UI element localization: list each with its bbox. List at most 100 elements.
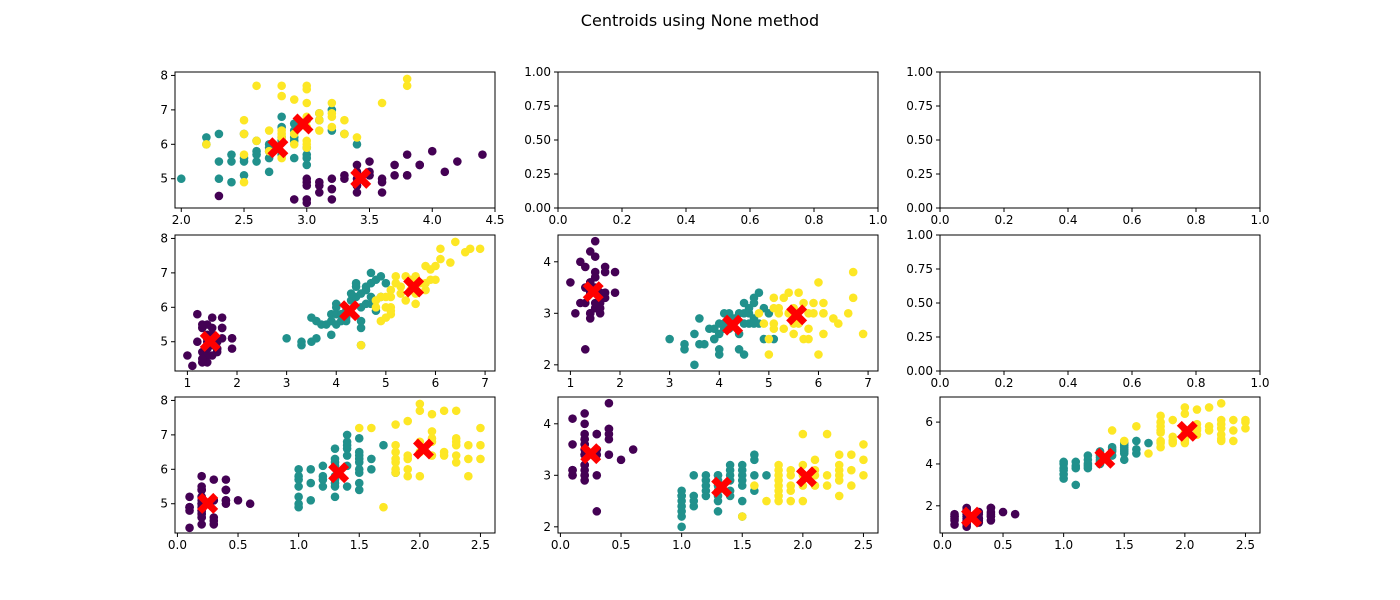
data-point xyxy=(848,293,858,303)
x-tick-label: 4.5 xyxy=(485,213,504,227)
centroid-marker-0 xyxy=(350,167,372,189)
subplot-r0-c1: 0.0 0.2 0.4 0.6 0.8 1.0 0.00 0.25 0.50 0.75 1.00 xyxy=(524,65,887,227)
x-tick-label: 0.6 xyxy=(1122,213,1141,227)
data-point xyxy=(822,429,832,439)
data-point xyxy=(478,150,487,159)
data-point xyxy=(451,440,461,450)
data-point xyxy=(227,333,237,343)
data-point xyxy=(576,298,585,308)
x-tick-label: 7 xyxy=(481,376,489,390)
data-point xyxy=(814,350,823,359)
data-point xyxy=(725,460,735,470)
y-tick-label: 6 xyxy=(160,300,168,314)
x-tick-label: 3 xyxy=(666,376,674,390)
data-point xyxy=(294,492,303,502)
data-point xyxy=(1216,398,1226,408)
centroid-marker-1 xyxy=(267,137,289,159)
data-point xyxy=(426,275,435,285)
data-point xyxy=(604,450,614,460)
data-point xyxy=(289,153,299,163)
centroid-marker-1 xyxy=(711,476,733,498)
data-point xyxy=(415,471,425,481)
data-point xyxy=(590,298,600,308)
data-point xyxy=(367,465,376,474)
x-tick-label: 0.6 xyxy=(740,213,759,227)
data-point xyxy=(762,471,771,480)
data-point xyxy=(193,309,202,319)
x-tick-label: 0.2 xyxy=(994,213,1013,227)
data-point xyxy=(1107,426,1117,435)
data-point xyxy=(1010,509,1020,519)
x-tick-label: 2.5 xyxy=(234,213,253,227)
data-point xyxy=(464,454,473,464)
y-tick-label: 1.00 xyxy=(906,65,933,79)
data-point xyxy=(427,427,437,436)
y-tick-label: 0.50 xyxy=(906,133,933,147)
y-tick-label: 3 xyxy=(543,468,551,482)
data-point xyxy=(750,450,759,460)
data-point xyxy=(401,296,411,305)
centroid-marker-2 xyxy=(1176,420,1198,442)
x-tick-label: 0.2 xyxy=(612,213,631,227)
data-point xyxy=(580,460,589,470)
data-point xyxy=(610,267,620,277)
y-tick-label: 0.00 xyxy=(906,201,933,215)
y-tick-label: 0.25 xyxy=(524,167,551,181)
data-point xyxy=(734,345,744,354)
data-point xyxy=(185,502,194,512)
data-point xyxy=(352,133,362,142)
x-tick-label: 2.0 xyxy=(1175,538,1194,552)
data-point xyxy=(403,465,413,474)
data-point xyxy=(346,289,356,298)
data-point xyxy=(183,351,192,360)
data-point xyxy=(185,523,194,533)
data-point xyxy=(377,177,387,187)
y-tick-label: 5 xyxy=(160,497,168,511)
y-tick-label: 7 xyxy=(160,103,168,117)
data-point xyxy=(713,507,723,516)
y-tick-label: 3 xyxy=(543,306,551,320)
data-point xyxy=(391,454,400,464)
data-point xyxy=(421,261,430,271)
data-point xyxy=(439,406,449,416)
data-point xyxy=(202,140,211,149)
y-tick-label: 2 xyxy=(925,499,933,513)
data-point xyxy=(209,475,219,484)
subplot-r2-c1: 0.0 0.5 1.0 1.5 2.0 2.5 2 3 4 xyxy=(543,396,879,552)
data-point xyxy=(476,440,485,450)
data-point xyxy=(859,471,868,480)
y-tick-label: 1.00 xyxy=(906,228,933,242)
data-point xyxy=(436,254,445,264)
data-point xyxy=(233,495,243,505)
data-point xyxy=(819,309,828,318)
y-tick-label: 4 xyxy=(925,457,933,471)
subplot-r1-c0: 1 2 3 4 5 6 7 5 6 7 8 xyxy=(160,231,496,390)
data-point xyxy=(367,423,376,433)
data-point xyxy=(1192,405,1202,414)
data-point xyxy=(277,91,286,101)
data-point xyxy=(306,465,316,474)
data-point xyxy=(245,499,255,509)
x-tick-label: 1.0 xyxy=(868,213,887,227)
data-point xyxy=(352,188,362,197)
data-point xyxy=(252,136,261,146)
x-tick-label: 0.5 xyxy=(611,538,630,552)
data-point xyxy=(592,429,602,439)
data-point xyxy=(690,329,699,339)
data-point xyxy=(289,95,299,104)
y-tick-label: 0.75 xyxy=(906,262,933,276)
data-point xyxy=(769,293,779,303)
y-tick-label: 2 xyxy=(543,520,551,534)
x-tick-label: 0.0 xyxy=(930,213,949,227)
data-point xyxy=(1156,417,1165,427)
data-point xyxy=(834,450,844,460)
data-point xyxy=(188,361,197,371)
data-point xyxy=(391,447,400,457)
data-point xyxy=(252,157,261,166)
y-tick-label: 6 xyxy=(925,415,933,429)
data-point xyxy=(306,478,316,488)
data-point xyxy=(769,319,779,328)
data-point xyxy=(354,465,364,474)
subplots: 2.0 2.5 3.0 3.5 4.0 4.5 5 6 7 8 0.0 0.2 0.4 0.6 0.8 1.0… xyxy=(160,65,1269,552)
